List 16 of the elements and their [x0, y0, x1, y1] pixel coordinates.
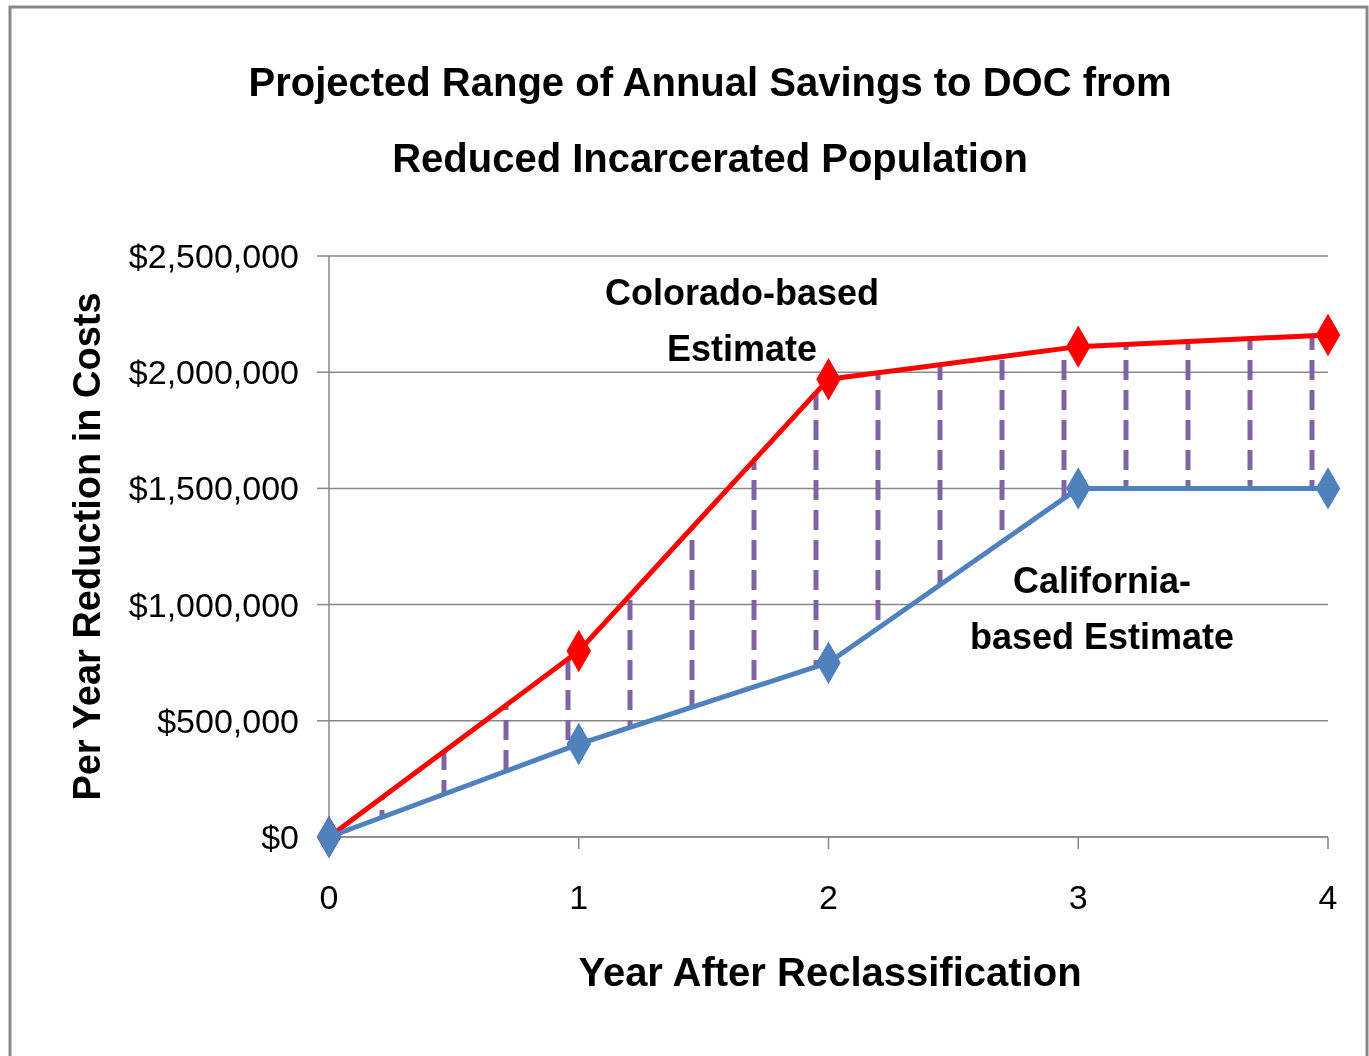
chart-title: Projected Range of Annual Savings to DOC from Reduced Incarcerated Population	[248, 60, 1172, 180]
y-tick-label: $2,500,000	[128, 236, 299, 275]
x-tick-label: 1	[569, 878, 589, 916]
y-tick-label: $500,000	[157, 701, 299, 740]
x-tick-label: 2	[819, 878, 838, 916]
y-tick-label: $1,500,000	[128, 469, 299, 508]
series-label: California-based Estimate	[969, 559, 1235, 657]
y-axis-title: Per Year Reduction in Costs	[66, 292, 108, 801]
series-label: Colorado-based Estimate	[604, 271, 880, 369]
x-tick-label: 3	[1068, 878, 1088, 916]
y-tick-label: $2,000,000	[128, 353, 299, 392]
x-tick-label: 4	[1318, 878, 1338, 916]
y-tick-label: $0	[261, 817, 299, 856]
x-tick-label: 0	[319, 878, 339, 916]
x-axis-title: Year After Reclassification	[578, 950, 1082, 994]
y-tick-label: $1,000,000	[128, 585, 299, 624]
